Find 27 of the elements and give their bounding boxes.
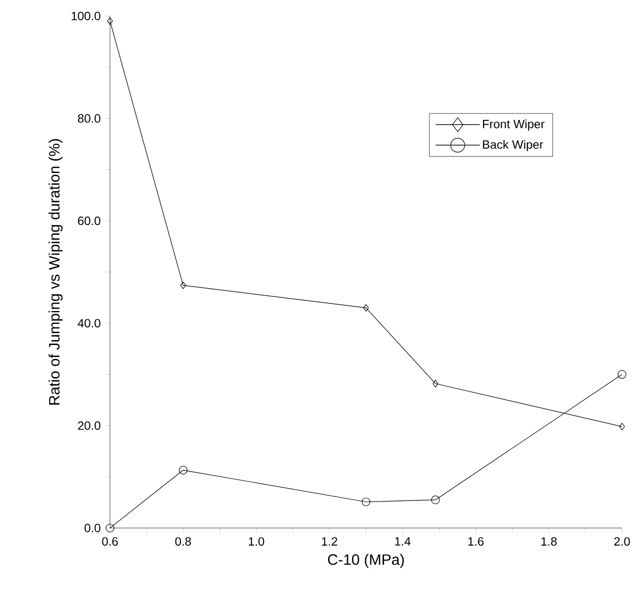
x-tick-label: 1.8 (541, 537, 557, 546)
point (618, 370, 626, 379)
y-tick-label: 60.0 (78, 216, 100, 226)
x-tick-label: 1.2 (322, 537, 338, 546)
x-tick-label: 0.6 (102, 537, 118, 546)
x-axis-title: C-10 (MPa) (328, 554, 404, 568)
x-tick-label: 2.0 (614, 537, 630, 546)
point (362, 498, 370, 506)
point (431, 496, 440, 504)
point (106, 524, 114, 532)
legend-label: Back Wiper (483, 140, 544, 152)
point (363, 304, 369, 312)
y-tick-label: 80.0 (78, 114, 100, 123)
y-tick-label: 100.0 (72, 12, 100, 20)
point (180, 282, 186, 290)
x-tick-label: 1.6 (468, 537, 484, 546)
y-tick-label: 40.0 (78, 318, 100, 328)
x-tick-label: 1.4 (395, 537, 411, 546)
x-tick-label: 0.8 (175, 537, 191, 546)
y-axis-title: Ratio of Jumping vs Wiping duration (%) (48, 139, 63, 405)
y-tick-label: 0.0 (84, 524, 100, 532)
point (619, 422, 625, 430)
point (432, 380, 438, 388)
x-tick-label: 1.0 (248, 537, 264, 546)
point (178, 466, 188, 474)
y-tick-label: 20.0 (78, 421, 100, 430)
legend-label: Front Wiper (483, 119, 544, 131)
